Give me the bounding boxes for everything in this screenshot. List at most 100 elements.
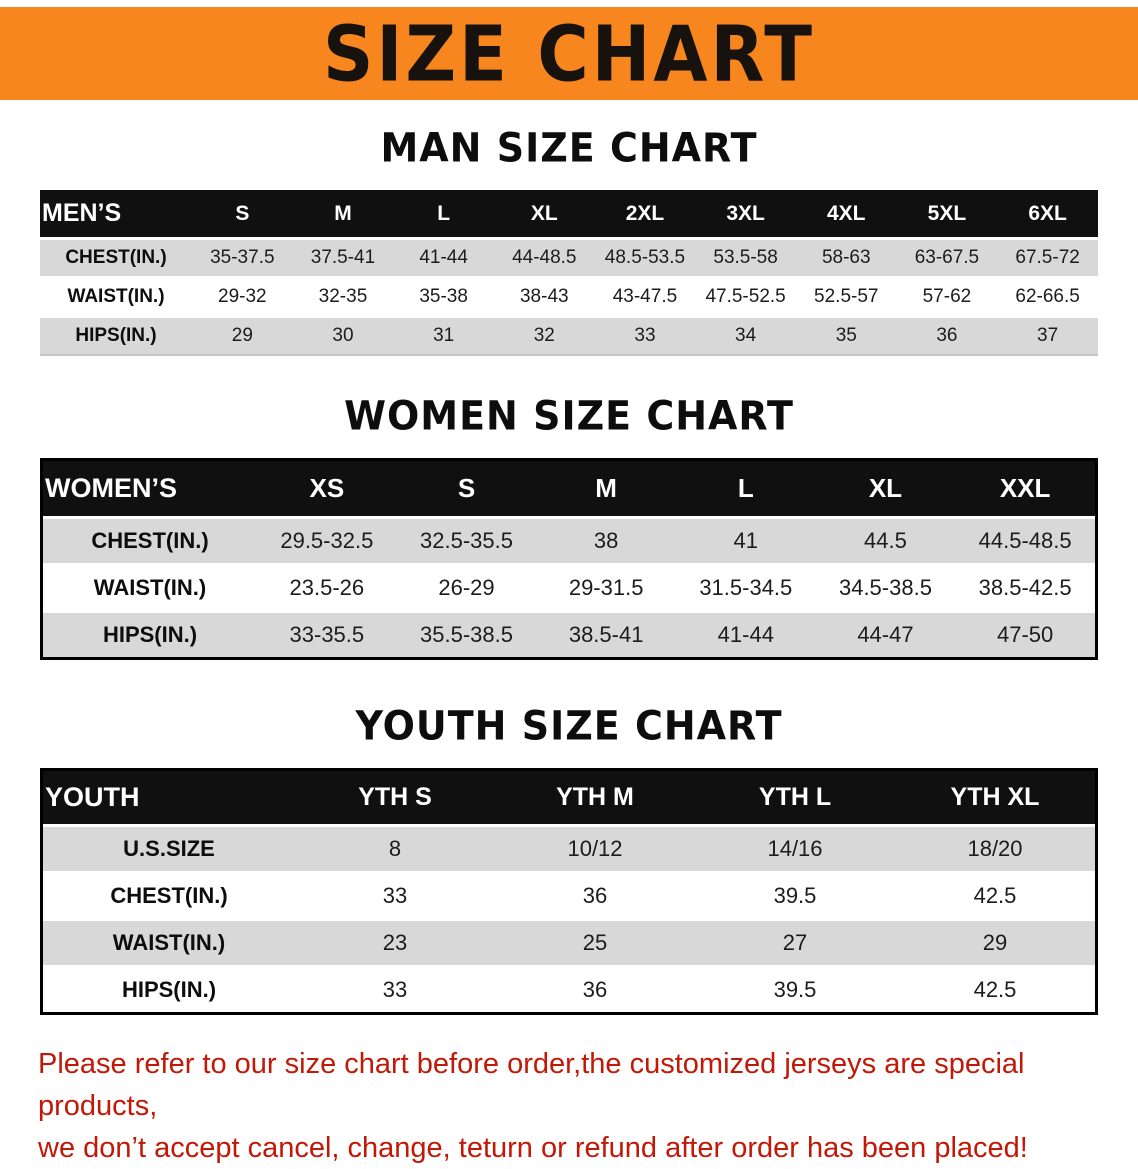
size-header-cell: XS: [257, 461, 397, 518]
measurement-row: WAIST(IN.) 23 25 27 29: [43, 919, 1095, 967]
measurement-value-cell: 29: [982, 930, 1008, 955]
measurement-row: HIPS(IN.) 29 30 31 32 33 34 35 36 37: [40, 316, 1098, 355]
size-header-cell: M: [292, 190, 394, 239]
men-size-table-wrap: MEN’S S M L XL 2XL 3XL 4XL 5XL 6XL CHEST(IN.) 35-37…: [40, 190, 1098, 356]
measurement-label-cell: WAIST(IN.): [93, 575, 207, 600]
measurement-row: CHEST(IN.) 35-37.5 37.5-41 41-44 44-48.5 48.5…: [40, 238, 1098, 278]
measurement-label-cell: U.S.SIZE: [123, 836, 215, 861]
measurement-label-cell: CHEST(IN.): [65, 247, 167, 268]
size-header-cell: 3XL: [695, 190, 796, 239]
measurement-value-cell: 37: [1037, 325, 1059, 346]
footer-note-line-1: Please refer to our size chart before or…: [38, 1048, 1025, 1123]
measurement-value-cell: 43-47.5: [612, 286, 678, 307]
banner-title: SIZE CHART: [322, 8, 816, 99]
table-header-row: YOUTH YTH S YTH M YTH L YTH XL: [43, 771, 1095, 826]
measurement-value-cell: 36: [582, 883, 608, 908]
measurement-value-cell: 42.5: [973, 883, 1017, 908]
measurement-value-cell: 35.5-38.5: [420, 622, 513, 647]
measurement-value-cell: 44-48.5: [512, 247, 577, 268]
measurement-value-cell: 52.5-57: [814, 286, 879, 307]
women-size-chart-section: WOMEN SIZE CHART WOMEN’S XS S M L XL XXL CHEST(…: [0, 392, 1138, 660]
measurement-value-cell: 38.5-41: [568, 622, 644, 647]
measurement-value-cell: 34: [735, 325, 757, 346]
size-header-cell: XL: [493, 190, 595, 239]
measurement-label-cell: WAIST(IN.): [112, 930, 226, 955]
size-header-cell: 2XL: [594, 190, 696, 239]
measurement-value-cell: 57-62: [922, 286, 972, 307]
measurement-value-cell: 32.5-35.5: [420, 528, 513, 553]
measurement-value-cell: 38-43: [519, 286, 569, 307]
size-header-cell: L: [393, 190, 494, 239]
measurement-value-cell: 34.5-38.5: [838, 575, 932, 600]
size-header-cell: XXL: [955, 461, 1095, 518]
table-title-cell: MEN’S: [40, 190, 192, 239]
measurement-value-cell: 63-67.5: [914, 247, 980, 268]
measurement-value-cell: 33: [382, 977, 408, 1002]
measurement-value-cell: 26-29: [438, 575, 495, 600]
measurement-value-cell: 29-31.5: [568, 575, 644, 600]
table-header-row: WOMEN’S XS S M L XL XXL: [43, 461, 1095, 518]
measurement-value-cell: 53.5-58: [713, 247, 778, 268]
measurement-value-cell: 33: [634, 325, 656, 346]
size-header-cell: M: [536, 461, 676, 518]
measurement-value-cell: 39.5: [773, 977, 817, 1002]
measurement-value-cell: 27: [782, 930, 808, 955]
measurement-value-cell: 41-44: [717, 622, 774, 647]
measurement-row: WAIST(IN.) 29-32 32-35 35-38 38-43 43-47.5 47.…: [40, 277, 1098, 317]
measurement-value-cell: 44.5-48.5: [978, 528, 1072, 553]
measurement-label-cell: CHEST(IN.): [110, 883, 228, 908]
measurement-value-cell: 31.5-34.5: [699, 575, 793, 600]
measurement-value-cell: 44-47: [857, 622, 914, 647]
size-chart-page: SIZE CHART MAN SIZE CHART MEN’S S M L XL 2XL 3…: [0, 7, 1138, 1169]
measurement-value-cell: 33: [382, 883, 408, 908]
measurement-value-cell: 67.5-72: [1015, 247, 1080, 268]
size-header-cell: L: [675, 461, 816, 518]
men-size-chart-heading: MAN SIZE CHART: [380, 124, 758, 172]
table-title-cell: YOUTH: [43, 771, 295, 826]
men-size-chart-section: MAN SIZE CHART MEN’S S M L XL 2XL 3XL 4XL 5XL 6XL…: [0, 124, 1138, 356]
measurement-value-cell: 48.5-53.5: [604, 247, 686, 268]
size-header-cell: YTH L: [695, 771, 895, 826]
youth-size-table: YOUTH YTH S YTH M YTH L YTH XL U.S.SIZE 8 10/12…: [43, 771, 1095, 1012]
measurement-row: U.S.SIZE 8 10/12 14/16 18/20: [43, 825, 1095, 873]
size-header-cell: 4XL: [795, 190, 897, 239]
women-size-chart-heading: WOMEN SIZE CHART: [344, 392, 794, 440]
measurement-value-cell: 37.5-41: [310, 247, 376, 268]
measurement-value-cell: 47-50: [997, 622, 1054, 647]
measurement-value-cell: 41: [733, 528, 759, 553]
measurement-row: WAIST(IN.) 23.5-26 26-29 29-31.5 31.5-34.5 34…: [43, 564, 1095, 612]
measurement-value-cell: 29: [231, 325, 253, 346]
measurement-value-cell: 35: [835, 325, 857, 346]
measurement-value-cell: 36: [936, 325, 958, 346]
table-title-cell: WOMEN’S: [43, 461, 257, 518]
measurement-value-cell: 35-37.5: [210, 247, 275, 268]
measurement-value-cell: 39.5: [773, 883, 817, 908]
measurement-value-cell: 30: [332, 325, 354, 346]
size-chart-banner: SIZE CHART: [0, 7, 1138, 100]
measurement-value-cell: 23.5-26: [289, 575, 365, 600]
measurement-label-cell: CHEST(IN.): [91, 528, 209, 553]
measurement-value-cell: 10/12: [567, 836, 623, 861]
size-header-cell: 5XL: [896, 190, 998, 239]
measurement-value-cell: 32-35: [318, 286, 368, 307]
footer-note: Please refer to our size chart before or…: [38, 1043, 1118, 1169]
measurement-value-cell: 36: [582, 977, 608, 1002]
measurement-label-cell: WAIST(IN.): [67, 286, 165, 307]
women-size-table: WOMEN’S XS S M L XL XXL CHEST(IN.) 29.5-32.5 32.5…: [43, 461, 1095, 657]
size-header-cell: YTH XL: [895, 771, 1095, 826]
size-header-cell: XL: [815, 461, 956, 518]
measurement-label-cell: HIPS(IN.): [75, 325, 157, 346]
measurement-value-cell: 58-63: [821, 247, 871, 268]
table-header-row: MEN’S S M L XL 2XL 3XL 4XL 5XL 6XL: [40, 190, 1098, 239]
size-header-cell: YTH S: [295, 771, 495, 826]
measurement-label-cell: HIPS(IN.): [121, 977, 217, 1002]
measurement-row: HIPS(IN.) 33 36 39.5 42.5: [43, 966, 1095, 1012]
measurement-value-cell: 23: [382, 930, 408, 955]
measurement-value-cell: 32: [533, 325, 555, 346]
measurement-value-cell: 29.5-32.5: [280, 528, 374, 553]
measurement-value-cell: 8: [388, 836, 402, 861]
measurement-value-cell: 31: [433, 325, 455, 346]
measurement-value-cell: 18/20: [967, 836, 1023, 861]
measurement-value-cell: 42.5: [973, 977, 1017, 1002]
measurement-row: CHEST(IN.) 29.5-32.5 32.5-35.5 38 41 44.5 44.5…: [43, 517, 1095, 565]
